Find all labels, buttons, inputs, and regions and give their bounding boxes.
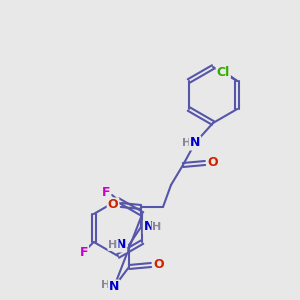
Text: O: O xyxy=(208,157,218,169)
Text: H: H xyxy=(182,138,192,148)
Text: O: O xyxy=(154,259,164,272)
Text: N: N xyxy=(190,136,200,149)
Text: O: O xyxy=(108,199,118,212)
Text: H: H xyxy=(108,240,118,250)
Text: N: N xyxy=(144,220,154,233)
Text: H: H xyxy=(152,222,162,232)
Text: Cl: Cl xyxy=(217,65,230,79)
Text: H: H xyxy=(101,280,111,290)
Text: N: N xyxy=(116,238,126,251)
Text: F: F xyxy=(80,245,88,259)
Text: N: N xyxy=(109,280,119,293)
Text: F: F xyxy=(102,185,110,199)
